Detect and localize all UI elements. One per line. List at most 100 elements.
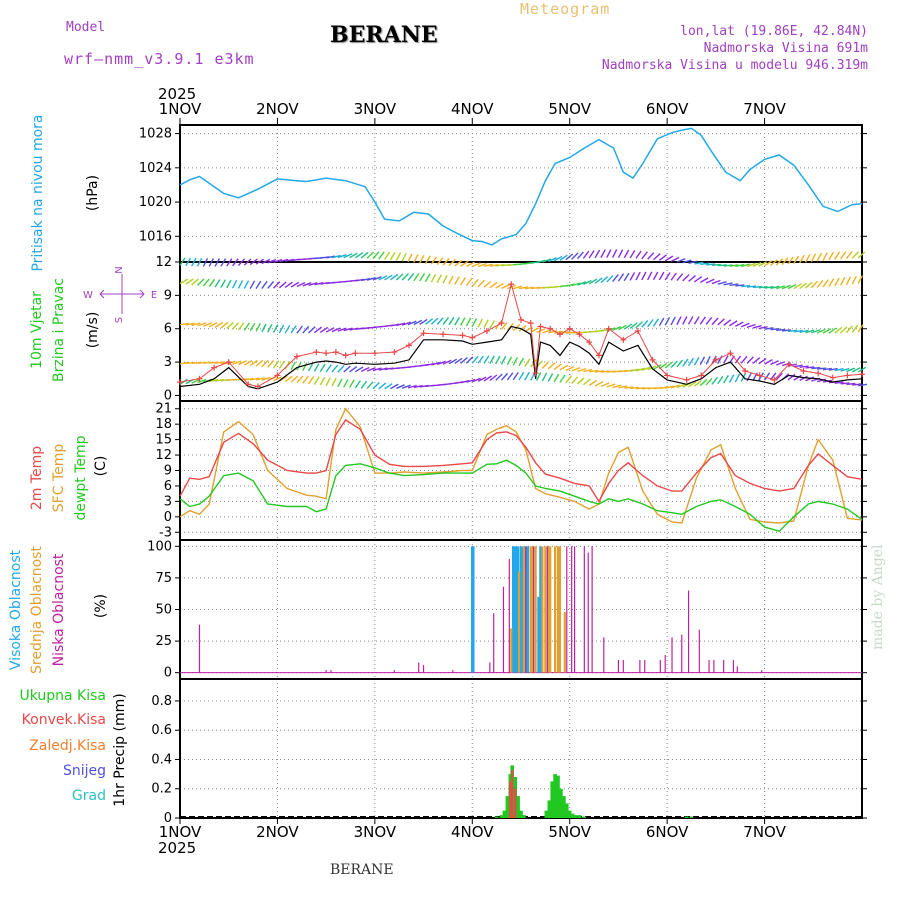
wind-barb bbox=[547, 257, 557, 263]
wind-barb bbox=[600, 276, 609, 284]
temp-unit-label: (C) bbox=[93, 456, 109, 477]
wind-barb bbox=[571, 282, 581, 287]
wind-barb bbox=[372, 276, 382, 281]
wind-barb bbox=[804, 254, 811, 263]
wind-barb bbox=[506, 322, 514, 331]
wind-barb bbox=[758, 326, 768, 330]
wind-barb bbox=[635, 387, 645, 390]
wind-barb bbox=[407, 384, 417, 389]
wind-barb bbox=[553, 373, 560, 383]
x-label-bottom: 5NOV bbox=[548, 823, 591, 841]
wind-gust-marker bbox=[586, 339, 593, 346]
wind-barb bbox=[624, 386, 634, 389]
wind-barb bbox=[197, 322, 207, 327]
wind-gust-marker bbox=[459, 332, 466, 339]
precip-ytick-label: 0.6 bbox=[151, 723, 172, 738]
wind-barb bbox=[284, 324, 291, 334]
wind-barb bbox=[308, 376, 315, 385]
wind-barb bbox=[454, 276, 460, 285]
x-label-top: 4NOV bbox=[451, 100, 494, 118]
x-label-bottom: 3NOV bbox=[354, 823, 397, 841]
wind-barb bbox=[548, 330, 558, 334]
sfc-temp-line bbox=[179, 407, 863, 524]
wind-barb bbox=[296, 375, 304, 384]
wind-barb bbox=[396, 384, 405, 390]
wind-barb bbox=[723, 375, 729, 384]
wind-barb bbox=[623, 249, 630, 259]
wind-barb bbox=[693, 357, 700, 366]
wind-barb bbox=[243, 322, 250, 331]
wind-barb bbox=[834, 381, 844, 384]
wind-barb bbox=[588, 250, 595, 259]
precip-ytick-label: 0 bbox=[164, 811, 172, 826]
precip-legend-4: Grad bbox=[72, 788, 106, 804]
wind-barb bbox=[851, 251, 860, 259]
wind-barb bbox=[541, 361, 550, 369]
wind-barb bbox=[810, 280, 819, 289]
wind-barb bbox=[349, 252, 358, 259]
wind-barb bbox=[524, 358, 531, 367]
wind-barb bbox=[653, 364, 662, 370]
wind-gust-marker bbox=[620, 336, 627, 343]
wind-barb bbox=[308, 282, 318, 286]
wind-gust-marker bbox=[483, 327, 490, 334]
wind-barb bbox=[355, 366, 364, 373]
wind-gust-marker bbox=[829, 374, 836, 381]
wind-gust-marker bbox=[405, 342, 412, 349]
precip-bar bbox=[565, 803, 569, 818]
wind-barb bbox=[577, 281, 587, 286]
wind-gust-marker bbox=[712, 356, 719, 363]
wind-barb bbox=[477, 279, 485, 288]
wind-barb bbox=[243, 280, 250, 289]
wind-barb bbox=[448, 258, 456, 267]
wind-barb bbox=[740, 263, 751, 268]
wind-barb bbox=[670, 384, 680, 389]
wind-gust-marker bbox=[177, 379, 183, 386]
wind-barb bbox=[214, 258, 221, 267]
wind-barb bbox=[857, 324, 864, 333]
wind-barb bbox=[255, 258, 264, 265]
wind-barb bbox=[693, 380, 702, 387]
wind-barb bbox=[360, 380, 368, 389]
wind-barb bbox=[325, 377, 331, 386]
wind-barb bbox=[319, 376, 326, 386]
wind-barb bbox=[197, 278, 205, 286]
wind-barb bbox=[630, 386, 640, 390]
wind-barb bbox=[431, 361, 441, 366]
wind-barb bbox=[740, 322, 750, 328]
precip-unit-label: 1hr Precip (mm) bbox=[112, 693, 128, 806]
wind-barb bbox=[395, 273, 404, 281]
wind-barb bbox=[845, 251, 853, 260]
wind-barb bbox=[232, 360, 242, 365]
wind-barb bbox=[735, 284, 745, 287]
wind-barb bbox=[378, 275, 388, 281]
temperature-ytick-label: 15 bbox=[155, 433, 172, 448]
wind-barb bbox=[840, 326, 848, 334]
wind-barb bbox=[776, 328, 786, 332]
wind-barb bbox=[384, 274, 393, 281]
wind-barb bbox=[343, 365, 351, 373]
wind-barb bbox=[664, 317, 671, 326]
wind-barb bbox=[811, 329, 821, 334]
wind-barb bbox=[565, 253, 574, 261]
wind-barb bbox=[652, 318, 660, 327]
wind-barb bbox=[547, 373, 554, 382]
wind-gust-marker bbox=[859, 371, 865, 378]
wind-barb bbox=[483, 263, 493, 268]
wind-barb bbox=[828, 278, 835, 287]
wind-barb bbox=[308, 326, 316, 334]
precip-bar bbox=[570, 813, 575, 818]
wind-barb bbox=[454, 357, 463, 365]
wind-barb bbox=[834, 277, 840, 287]
wind-barb bbox=[688, 381, 697, 388]
wind-barb bbox=[448, 275, 454, 285]
wind-barb bbox=[255, 323, 261, 332]
wind-gust-marker bbox=[527, 320, 534, 327]
wind-barb bbox=[676, 383, 686, 389]
wind-barb bbox=[477, 318, 483, 328]
wind-barb bbox=[723, 282, 733, 286]
wind-barb bbox=[670, 316, 676, 326]
temperature-ytick-label: 18 bbox=[155, 417, 172, 432]
cloud-ytick-label: 50 bbox=[155, 603, 172, 618]
wind-barb bbox=[290, 375, 299, 383]
